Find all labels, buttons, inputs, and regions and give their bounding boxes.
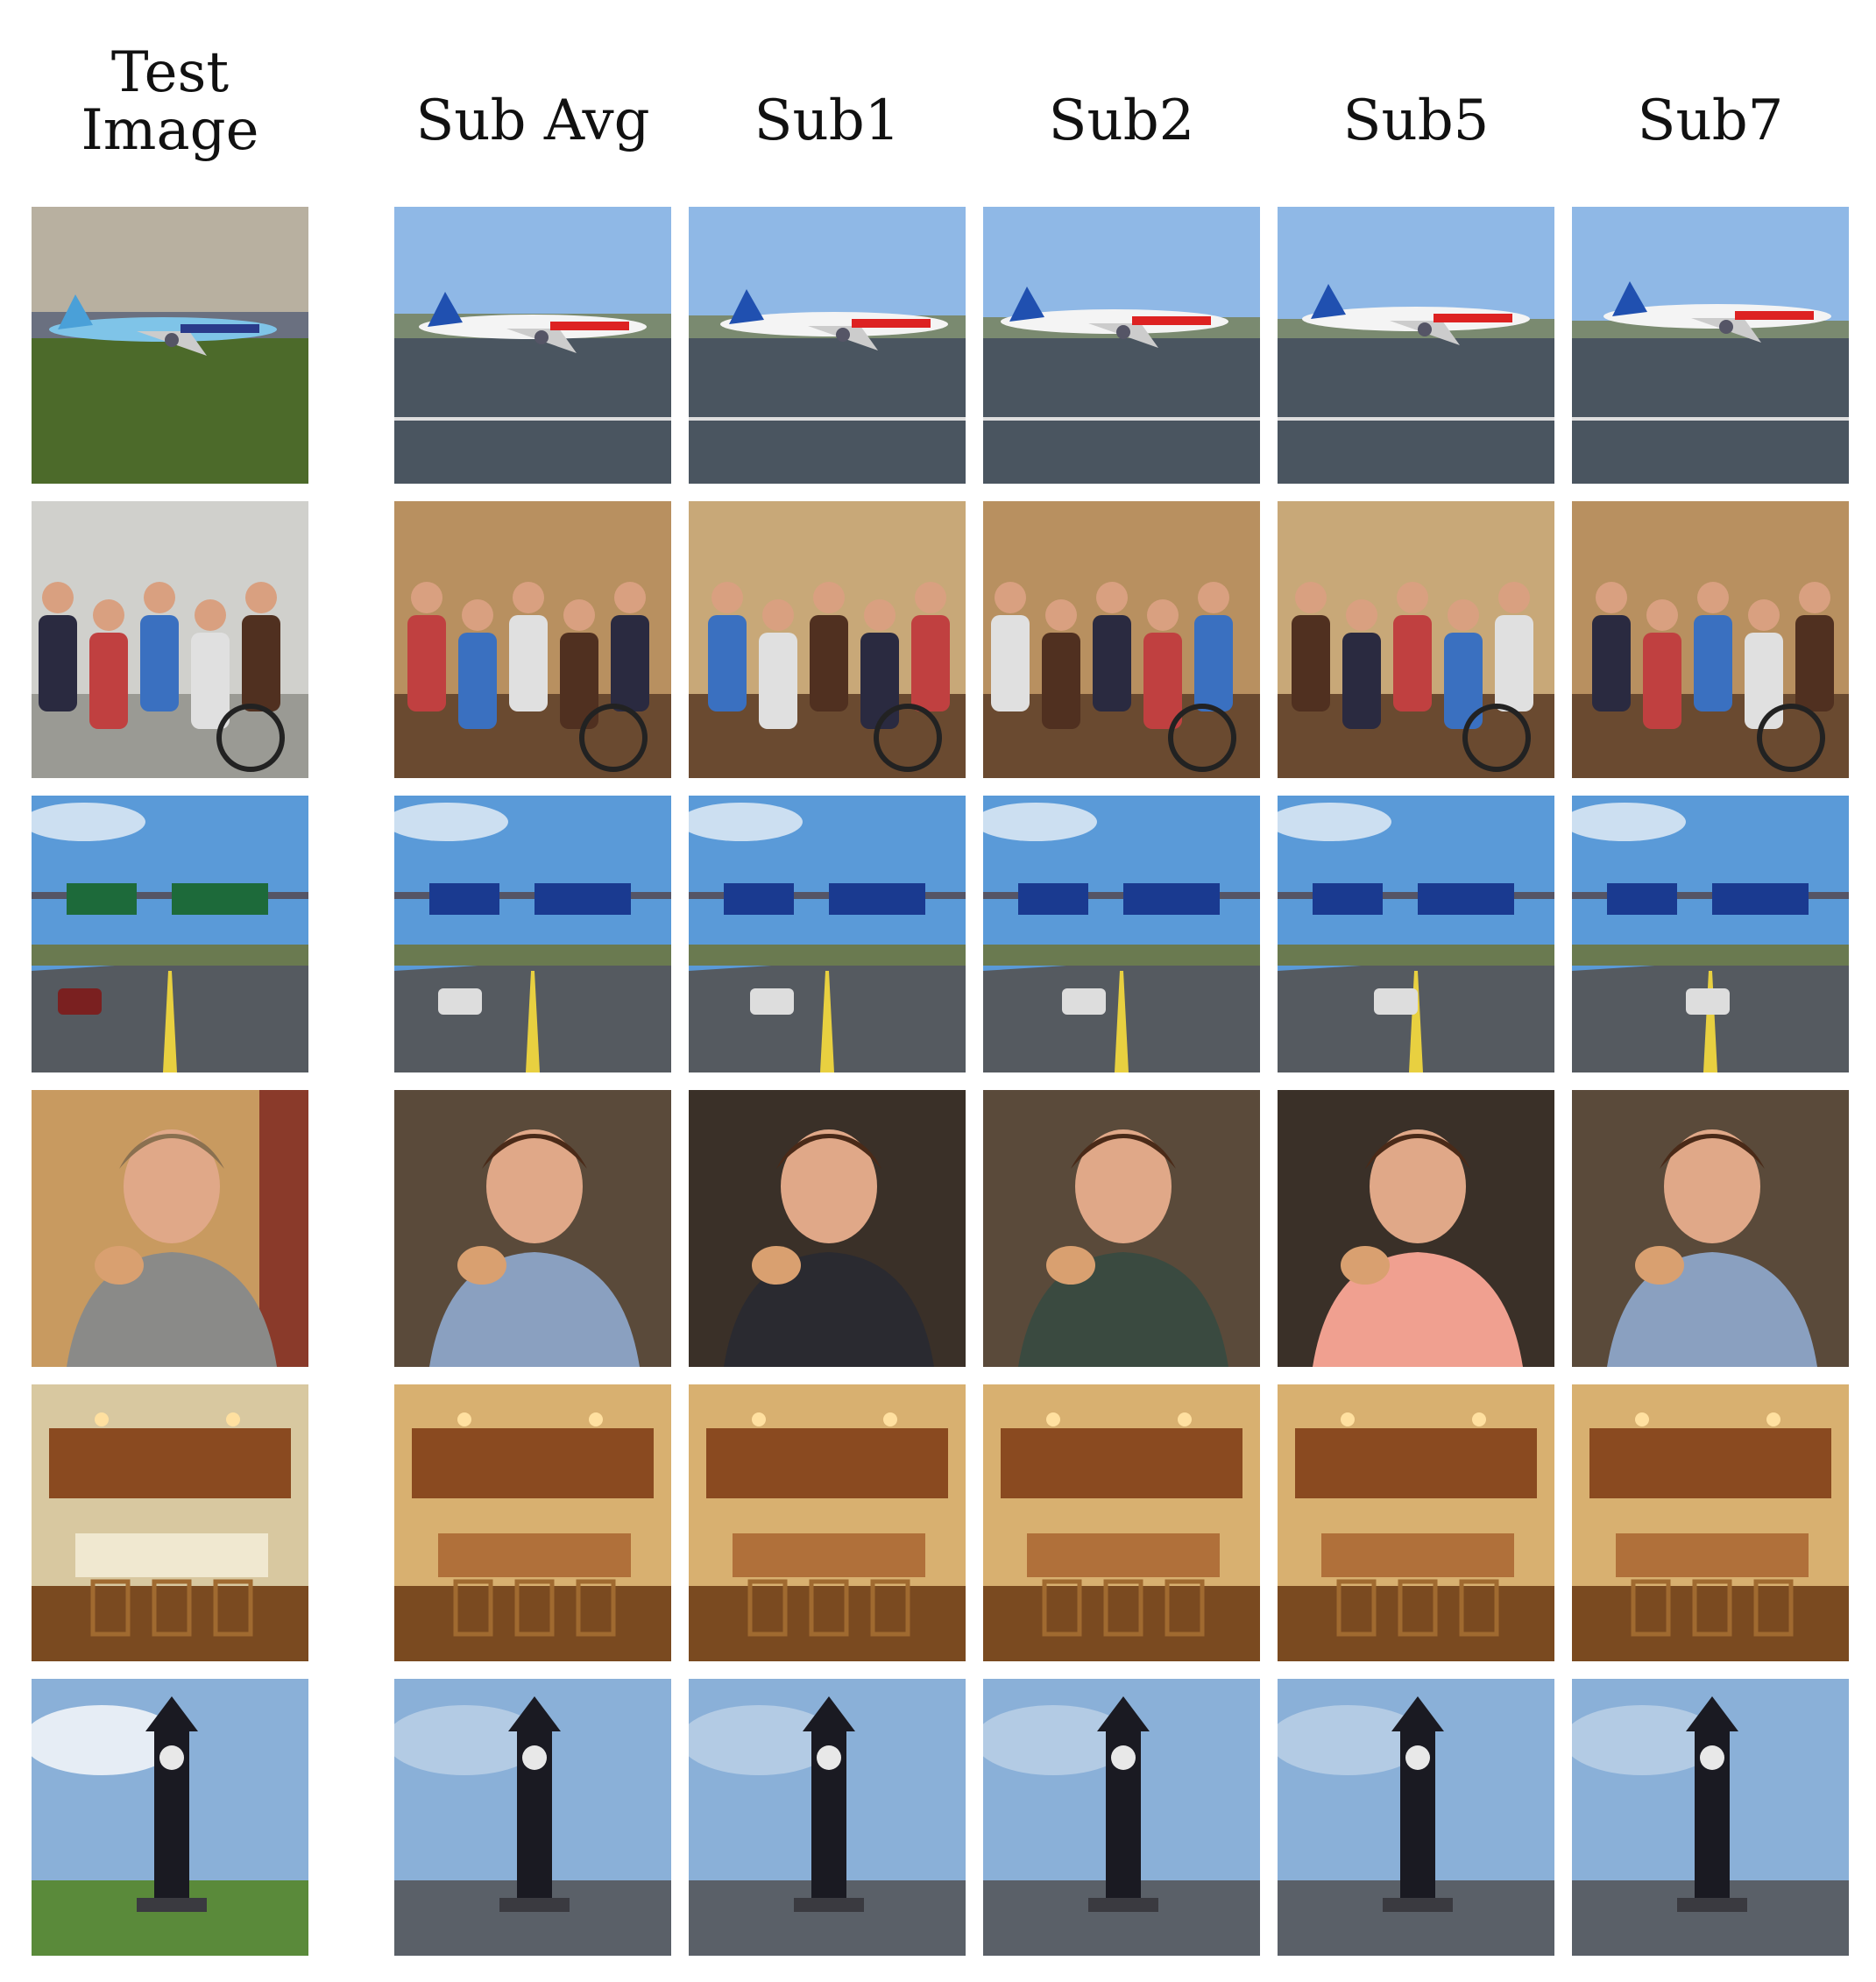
person-eating-sub1-image — [689, 1090, 966, 1367]
highway-sign-sub5-image — [1278, 796, 1554, 1072]
kitchen-sub5-image — [1278, 1384, 1554, 1661]
kitchen-test-image-picture — [32, 1384, 308, 1661]
clock-tower-sub1-image — [689, 1679, 966, 1956]
people-wheelchair-sub-avg-image — [394, 501, 671, 778]
clock-tower-sub2-picture — [983, 1679, 1260, 1956]
airplane-sub5-picture — [1278, 207, 1554, 484]
person-eating-sub2-picture — [983, 1090, 1260, 1367]
clock-tower-test-image-picture — [32, 1679, 308, 1956]
airplane-sub2-image — [983, 207, 1260, 484]
person-eating-sub5-image — [1278, 1090, 1554, 1367]
clock-tower-sub-avg-picture — [394, 1679, 671, 1956]
highway-sign-sub2-image — [983, 796, 1260, 1072]
header-sub-avg: Sub Avg — [415, 88, 650, 153]
airplane-sub1-image — [689, 207, 966, 484]
people-wheelchair-sub2-image — [983, 501, 1260, 778]
kitchen-sub2-image — [983, 1384, 1260, 1661]
header-sub5: Sub5 — [1342, 88, 1490, 153]
people-wheelchair-sub5-picture — [1278, 501, 1554, 778]
clock-tower-sub2-image — [983, 1679, 1260, 1956]
kitchen-sub5-picture — [1278, 1384, 1554, 1661]
person-eating-sub7-picture — [1572, 1090, 1849, 1367]
people-wheelchair-sub1-image — [689, 501, 966, 778]
clock-tower-sub7-picture — [1572, 1679, 1849, 1956]
highway-sign-sub-avg-image — [394, 796, 671, 1072]
person-eating-sub2-image — [983, 1090, 1260, 1367]
highway-sign-test-image-picture — [32, 796, 308, 1072]
airplane-sub-avg-image — [394, 207, 671, 484]
kitchen-sub7-image — [1572, 1384, 1849, 1661]
airplane-test-image-picture — [32, 207, 308, 484]
airplane-sub-avg-picture — [394, 207, 671, 484]
airplane-sub2-picture — [983, 207, 1260, 484]
highway-sign-sub2-picture — [983, 796, 1260, 1072]
header-test-image: Test Image — [32, 44, 308, 159]
highway-sign-sub7-image — [1572, 796, 1849, 1072]
header-sub1: Sub1 — [754, 88, 901, 153]
highway-sign-test-image-image — [32, 796, 308, 1072]
kitchen-sub-avg-picture — [394, 1384, 671, 1661]
person-eating-sub-avg-picture — [394, 1090, 671, 1367]
person-eating-test-image-picture — [32, 1090, 308, 1367]
person-eating-test-image-image — [32, 1090, 308, 1367]
person-eating-sub-avg-image — [394, 1090, 671, 1367]
clock-tower-sub-avg-image — [394, 1679, 671, 1956]
highway-sign-sub1-picture — [689, 796, 966, 1072]
clock-tower-sub5-image — [1278, 1679, 1554, 1956]
kitchen-sub7-picture — [1572, 1384, 1849, 1661]
highway-sign-sub7-picture — [1572, 796, 1849, 1072]
people-wheelchair-sub-avg-picture — [394, 501, 671, 778]
kitchen-sub1-image — [689, 1384, 966, 1661]
people-wheelchair-test-image-image — [32, 501, 308, 778]
header-test-line1: Test — [110, 40, 230, 105]
header-sub2: Sub2 — [1048, 88, 1195, 153]
airplane-test-image-image — [32, 207, 308, 484]
highway-sign-sub5-picture — [1278, 796, 1554, 1072]
clock-tower-test-image-image — [32, 1679, 308, 1956]
person-eating-sub1-picture — [689, 1090, 966, 1367]
kitchen-sub-avg-image — [394, 1384, 671, 1661]
people-wheelchair-sub7-image — [1572, 501, 1849, 778]
airplane-sub5-image — [1278, 207, 1554, 484]
airplane-sub7-picture — [1572, 207, 1849, 484]
clock-tower-sub7-image — [1572, 1679, 1849, 1956]
airplane-sub1-picture — [689, 207, 966, 484]
people-wheelchair-sub7-picture — [1572, 501, 1849, 778]
people-wheelchair-sub1-picture — [689, 501, 966, 778]
people-wheelchair-test-image-picture — [32, 501, 308, 778]
person-eating-sub7-image — [1572, 1090, 1849, 1367]
clock-tower-sub5-picture — [1278, 1679, 1554, 1956]
people-wheelchair-sub5-image — [1278, 501, 1554, 778]
airplane-sub7-image — [1572, 207, 1849, 484]
clock-tower-sub1-picture — [689, 1679, 966, 1956]
people-wheelchair-sub2-picture — [983, 501, 1260, 778]
highway-sign-sub1-image — [689, 796, 966, 1072]
kitchen-sub1-picture — [689, 1384, 966, 1661]
person-eating-sub5-picture — [1278, 1090, 1554, 1367]
highway-sign-sub-avg-picture — [394, 796, 671, 1072]
header-test-line2: Image — [81, 98, 259, 163]
kitchen-test-image-image — [32, 1384, 308, 1661]
kitchen-sub2-picture — [983, 1384, 1260, 1661]
header-sub7: Sub7 — [1637, 88, 1784, 153]
